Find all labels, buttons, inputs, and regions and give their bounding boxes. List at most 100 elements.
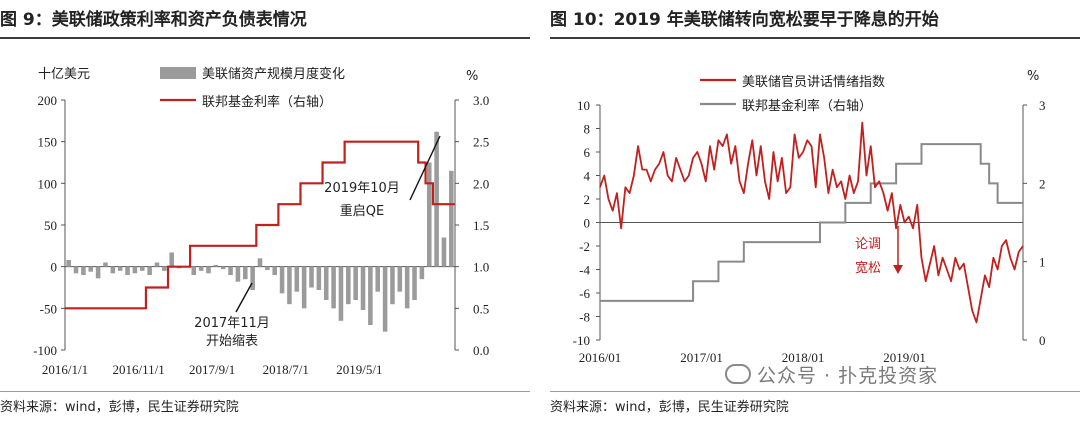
bar <box>346 266 351 305</box>
bar <box>279 266 285 294</box>
bar <box>265 266 270 270</box>
left-chart-panel: 图 9：美联储政策利率和资产负债表情况 -100 -50 0 50 100 150 200 0… <box>0 0 530 421</box>
sentiment-index-line <box>599 121 1024 324</box>
left-bottom-rule <box>0 391 530 392</box>
fed-funds-rate-line <box>65 140 455 310</box>
right-chart-title: 图 10：2019 年美联储转向宽松要早于降息的开始 <box>550 10 939 30</box>
bar <box>103 262 108 267</box>
annotation-qe-line2: 重启QE <box>340 203 384 219</box>
legend-bar-swatch <box>160 67 196 79</box>
bar <box>309 266 314 288</box>
right-axis-unit: % <box>466 69 478 84</box>
bar <box>66 260 71 267</box>
y-tick-label-right: 3.0 <box>473 93 489 108</box>
y-tick-label-left: -4 <box>579 263 590 278</box>
y-tick-label-left: -10 <box>573 333 590 348</box>
y-tick-label-left: -6 <box>579 286 590 301</box>
bar <box>397 266 403 292</box>
bar <box>368 266 373 325</box>
bar <box>390 266 395 305</box>
bar <box>338 266 344 321</box>
y-tick-label-left: -8 <box>579 310 590 325</box>
bar <box>331 266 336 309</box>
x-tick-label: 2016/1/1 <box>42 362 88 377</box>
bar <box>426 162 432 267</box>
bar <box>220 266 226 270</box>
bar <box>228 266 233 275</box>
annotation-arrow-head <box>893 265 903 274</box>
y-tick-label-right: 2 <box>1039 176 1046 191</box>
bar <box>73 266 79 274</box>
y-tick-label-left: 200 <box>38 93 58 108</box>
y-tick-label-right: 3 <box>1039 98 1046 113</box>
x-tick-label: 2018/01 <box>782 350 825 365</box>
y-tick-label-left: 0 <box>51 260 58 275</box>
bar <box>419 266 425 280</box>
bar <box>147 266 152 275</box>
y-tick-label-left: 50 <box>44 218 57 233</box>
legend-rate-label: 联邦基金利率（右轴） <box>742 98 872 114</box>
bar <box>162 266 167 271</box>
bar <box>88 266 94 272</box>
x-tick-label: 2017/9/1 <box>189 362 235 377</box>
y-tick-label-right: 2.0 <box>473 176 489 191</box>
annotation-dovish-line2: 宽松 <box>855 260 881 276</box>
y-tick-label-left: 10 <box>577 98 590 113</box>
y-tick-label-right: 0.0 <box>473 343 489 358</box>
x-tick-label: 2016/01 <box>579 350 622 365</box>
y-tick-label-left: 4 <box>584 169 591 184</box>
y-tick-label-left: 150 <box>38 135 58 150</box>
x-tick-label: 2018/7/1 <box>263 362 309 377</box>
legend-line-label: 联邦基金利率（右轴） <box>202 94 332 110</box>
annotation-qe-pointer <box>409 135 441 201</box>
bar <box>250 266 255 290</box>
y-tick-label-left: 6 <box>584 145 591 160</box>
y-tick-label-left: -50 <box>40 301 57 316</box>
y-tick-label-right: 1.5 <box>473 218 489 233</box>
bar <box>139 266 145 271</box>
y-tick-label-left: 2 <box>584 192 591 207</box>
y-tick-label-right: 1 <box>1039 255 1046 270</box>
watermark-text: 公众号 · 扑克投资家 <box>757 365 939 387</box>
bar <box>323 266 329 300</box>
right-axis-unit: % <box>1027 69 1039 84</box>
annotation-taper-line1: 2017年11月 <box>194 316 270 331</box>
bar <box>191 266 197 275</box>
y-tick-label-left: -2 <box>579 239 590 254</box>
x-tick-label: 2019/01 <box>883 350 926 365</box>
left-source-note: 资料来源：wind，彭博，民生证券研究院 <box>0 400 239 415</box>
bar <box>272 266 277 275</box>
bar <box>154 262 160 267</box>
right-chart-svg: -10 -8 -6 -4 -2 0 2 4 6 8 10 0 1 2 3% 2016/01 2017/01 201… <box>573 69 1046 365</box>
bar <box>132 266 138 274</box>
bar <box>213 265 219 267</box>
annotation-qe-line1: 2019年10月 <box>324 181 400 196</box>
bar <box>198 266 204 271</box>
left-chart-title: 图 9：美联储政策利率和资产负债表情况 <box>0 10 307 30</box>
bar <box>287 266 292 305</box>
bar <box>206 266 211 274</box>
wechat-icon <box>725 364 751 384</box>
x-tick-label: 2017/01 <box>680 350 723 365</box>
bar <box>81 266 86 275</box>
x-tick-label: 2016/11/1 <box>112 362 164 377</box>
y-tick-label-left: 8 <box>584 122 591 137</box>
bar <box>360 266 366 310</box>
y-tick-label-left: -100 <box>33 343 57 358</box>
right-source-note: 资料来源：wind，彭博，民生证券研究院 <box>550 400 789 415</box>
y-tick-label-right: 1.0 <box>473 260 489 275</box>
bar <box>125 266 130 275</box>
annotation-taper-pointer <box>235 282 253 313</box>
bar <box>301 266 307 309</box>
left-axis-unit: 十亿美元 <box>38 67 90 82</box>
y-tick-label-right: 0 <box>1039 333 1046 348</box>
bar <box>243 266 248 280</box>
y-tick-label-left: 0 <box>584 216 591 231</box>
legend-bar-label: 美联储资产规模月度变化 <box>202 66 345 82</box>
bar <box>235 266 241 282</box>
bar <box>434 131 439 267</box>
bar <box>117 266 123 271</box>
bar <box>169 252 174 267</box>
bar <box>375 266 381 292</box>
right-chart-panel: 图 10：2019 年美联储转向宽松要早于降息的开始 -10 -8 -6 -4 -2 0 2… <box>550 0 1080 421</box>
